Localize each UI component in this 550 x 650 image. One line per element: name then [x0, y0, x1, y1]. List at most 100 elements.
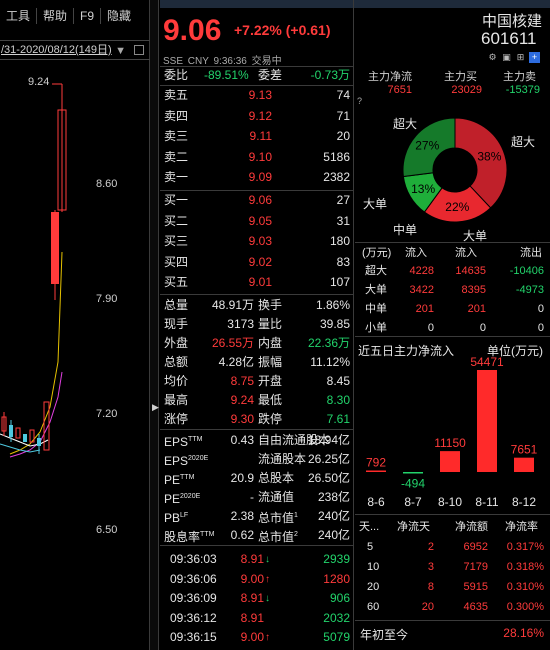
flow-row-out: -4973	[515, 284, 544, 296]
stat-value: 8.75	[230, 374, 254, 388]
tick-time: 09:36:09	[170, 591, 217, 605]
date-range-bar[interactable]: /31-2020/08/12(149日) ▼	[0, 40, 150, 60]
menu-tools[interactable]: 工具	[0, 8, 38, 24]
fundamental-label-2: 总市值1	[258, 507, 298, 527]
panel-splitter[interactable]: ▶	[150, 0, 159, 650]
menu-help[interactable]: 帮助	[37, 8, 75, 24]
period-days: 20	[367, 581, 380, 593]
order-volume: 71	[336, 108, 350, 123]
tick-volume: 2939	[323, 552, 350, 566]
stat-value: 48.91万	[211, 298, 254, 312]
order-row[interactable]: 卖一 9.09 2382	[160, 168, 354, 187]
tick-row[interactable]: 09:36:06 9.00 ↑ 1280	[160, 570, 354, 590]
stat-label: 振幅	[258, 355, 283, 369]
flow-table-header: (万元) 流入 流入 流出	[355, 244, 550, 263]
flow-info-icon[interactable]: ?	[357, 96, 363, 106]
tick-time: 09:36:15	[170, 630, 217, 644]
order-level: 买四	[164, 254, 189, 269]
order-row[interactable]: 买四 9.02 83	[160, 253, 354, 272]
tick-price: 9.00	[240, 571, 264, 586]
donut-pct-label: 38%	[477, 149, 501, 163]
fundamental-label-2: 自由流通股本	[258, 431, 330, 449]
order-row[interactable]: 卖二 9.10 5186	[160, 148, 354, 167]
order-row[interactable]: 买二 9.05 31	[160, 212, 354, 231]
donut-pct-label: 22%	[445, 200, 469, 214]
order-level: 卖五	[164, 88, 189, 102]
order-price: 9.03	[248, 234, 272, 248]
order-price: 9.06	[248, 193, 272, 207]
stock-code: 601611	[481, 29, 537, 48]
dropdown-triangle-icon[interactable]: ▼	[115, 45, 126, 57]
menu-hide[interactable]: 隐藏	[107, 9, 132, 23]
period-row: 5 2 6952 0.317%	[355, 538, 550, 557]
stat-row: 涨停 9.30 跌停 7.61	[160, 410, 354, 429]
flow-row-out: 0	[537, 322, 544, 334]
five-day-value-label: 11150	[434, 436, 466, 450]
collapse-arrow-icon[interactable]: ▶	[152, 402, 159, 412]
tick-volume: 5079	[323, 630, 350, 644]
order-level: 卖二	[164, 149, 189, 164]
settings-icon[interactable]: ⚙	[488, 52, 497, 62]
expand-icon[interactable]: ⊞	[516, 52, 525, 62]
flow-row-in: 8395	[461, 284, 486, 296]
tick-row[interactable]: 09:36:12 8.91 2032	[160, 609, 354, 629]
add-icon[interactable]: +	[529, 52, 540, 63]
fundamental-label: 股息率TTM	[164, 526, 214, 546]
period-header-cell: 净流天	[397, 521, 430, 533]
stat-row: 现手 3173 量比 39.85	[160, 315, 354, 334]
fundamental-label-2: 流通值	[258, 488, 294, 506]
order-volume: 2382	[323, 170, 350, 184]
tick-price: 9.00	[240, 630, 264, 644]
flow-row-net: 201	[415, 303, 434, 315]
kline-chart[interactable]: 9.24 8.60 7.90 7.20 6.50	[0, 62, 150, 650]
order-volume: 74	[336, 88, 350, 102]
fundamental-label-sup: TTM	[180, 474, 195, 481]
flow-value: -15379	[505, 84, 540, 96]
fundamental-row: EPSTTM 0.43 自由流通股本 18.94亿	[160, 431, 354, 450]
candle	[57, 109, 67, 211]
order-price: 9.11	[249, 129, 272, 143]
period-header-cell: 天...	[359, 521, 380, 533]
header-icons: ⚙ ▣ ⊞ +	[487, 52, 540, 63]
arrow-up-icon: ↑	[265, 573, 270, 585]
order-row[interactable]: 卖五 9.13 74	[160, 86, 354, 105]
five-day-bar	[514, 457, 534, 472]
tick-row[interactable]: 09:36:15 9.00 ↑ 5079	[160, 628, 354, 648]
period-rate: 0.318%	[506, 561, 544, 573]
fundamental-label: PBLF	[164, 507, 188, 527]
tick-row[interactable]: 09:36:09 8.91 ↓ 906	[160, 589, 354, 609]
flow-row-in: 201	[467, 303, 486, 315]
fundamental-value-2: 240亿	[317, 528, 350, 542]
period-amount: 7179	[463, 561, 488, 573]
window-square-icon[interactable]	[134, 45, 144, 55]
order-row[interactable]: 卖四 9.12 71	[160, 107, 354, 126]
window-icon[interactable]: ▣	[502, 52, 511, 62]
tick-row[interactable]: 09:36:03 8.91 ↓ 2939	[160, 550, 354, 570]
fundamental-label-sup: 2020E	[188, 455, 209, 462]
order-price: 9.01	[248, 275, 272, 289]
five-day-value-label: -494	[401, 477, 425, 491]
order-row[interactable]: 买一 9.06 27	[160, 191, 354, 210]
flow-table-row: 中单 201 201 0	[355, 300, 550, 319]
donut-outer-label: 大单	[463, 229, 487, 243]
order-row[interactable]: 买三 9.03 180	[160, 232, 354, 251]
date-range-text: /31-2020/08/12(149日)	[1, 44, 112, 56]
flow-row-label: 大单	[365, 284, 387, 296]
five-day-value-label: 7651	[511, 443, 538, 457]
order-volume: 31	[336, 213, 350, 228]
period-amount: 4635	[463, 601, 488, 613]
order-row[interactable]: 卖三 9.11 20	[160, 127, 354, 146]
menu-f9[interactable]: F9	[74, 8, 102, 24]
stat-row: 总量 48.91万 换手 1.86%	[160, 296, 354, 315]
flow-table-header-cell: 流出	[520, 247, 542, 259]
fundamental-label-2-text: 自由流通股本	[258, 433, 331, 447]
tick-time: 09:36:03	[170, 552, 217, 566]
fundamental-row: 股息率TTM 0.62 总市值2 240亿	[160, 526, 354, 545]
kline-panel[interactable]: 工具 帮助 F9 隐藏 /31-2020/08/12(149日) ▼	[0, 0, 150, 650]
fundamental-row: EPS2020E 流通股本 26.25亿	[160, 450, 354, 469]
order-row[interactable]: 买五 9.01 107	[160, 273, 354, 292]
period-row: 20 8 5915 0.310%	[355, 578, 550, 597]
five-day-category-label: 8-7	[404, 495, 422, 509]
period-rate: 0.317%	[506, 541, 544, 553]
five-day-value-label: 792	[366, 456, 386, 470]
